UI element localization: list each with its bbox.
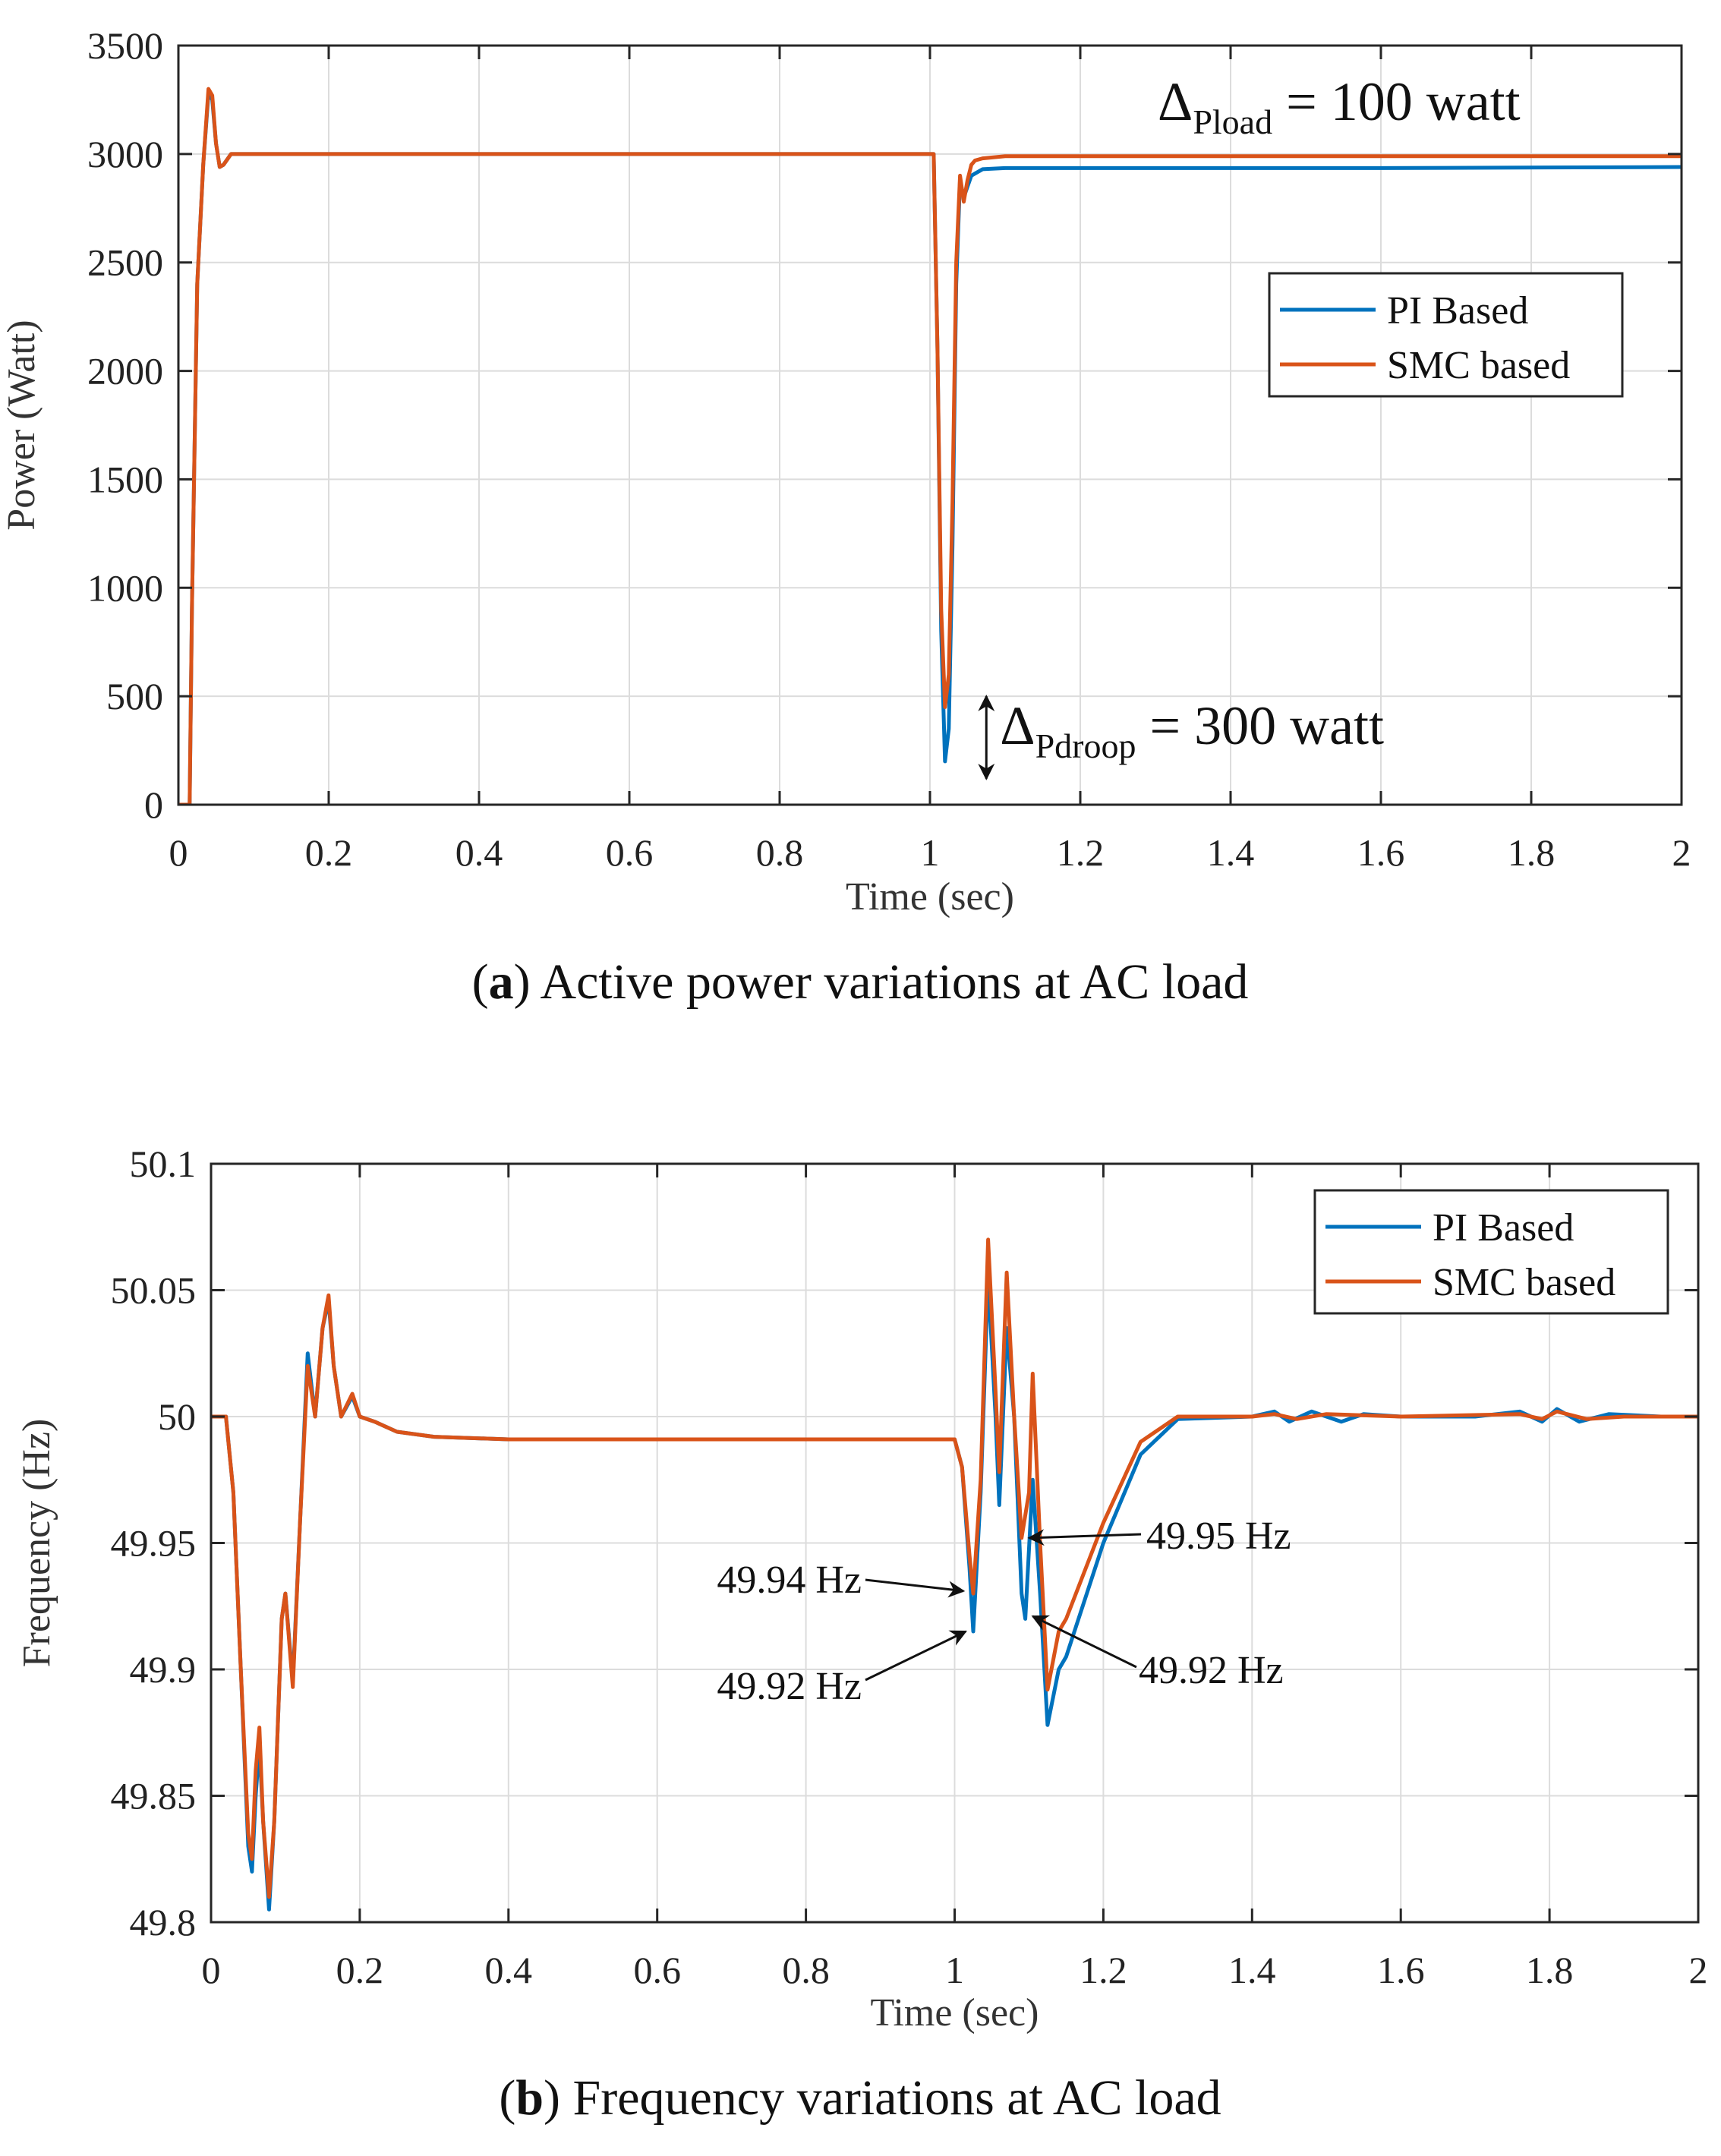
- x-tick-label: 1.2: [1057, 831, 1105, 874]
- panel-a-power-chart: 0 0.2 0.4 0.6 0.8 1 1.2 1.4 1.6 1.8 2 0 500 1000 1500 2…: [0, 24, 1691, 1010]
- x-tick-label: 1.4: [1207, 831, 1255, 874]
- x-tick-label: 0.8: [756, 831, 804, 874]
- x-tick-label: 1.6: [1357, 831, 1405, 874]
- annotation-value: = 100 watt: [1272, 71, 1521, 132]
- legend-box: [1313, 1189, 1669, 1315]
- x-tick-label: 2: [1672, 831, 1691, 874]
- x-tick-label: 2: [1689, 1949, 1708, 1991]
- caption-letter: b: [515, 2070, 544, 2126]
- y-axis-label: Frequency (Hz): [15, 1419, 58, 1668]
- figure-caption: (b) Frequency variations at AC load: [499, 2070, 1221, 2126]
- x-tick-label: 0.6: [606, 831, 654, 874]
- legend-entry-label: SMC based: [1433, 1261, 1615, 1304]
- x-tick-label: 0.4: [455, 831, 503, 874]
- series-line-smc-based: [211, 1237, 1698, 1899]
- x-tick-label: 1: [945, 1949, 964, 1991]
- annotation-label: 49.94 Hz: [717, 1559, 862, 1602]
- y-tick-label: 3500: [87, 24, 163, 67]
- y-tick-label: 49.85: [111, 1775, 197, 1817]
- caption-letter: a: [489, 954, 514, 1010]
- legend: PI Based SMC based: [1268, 272, 1624, 398]
- annotation-label: 49.95 Hz: [1146, 1515, 1291, 1558]
- series-line-smc-based: [178, 87, 1682, 805]
- subscript: Pload: [1193, 102, 1272, 141]
- y-tick-label: 49.95: [111, 1522, 197, 1565]
- annotation-arrow: [1027, 1529, 1142, 1546]
- annotation-label: 49.92 Hz: [1139, 1649, 1284, 1692]
- x-axis-label: Time (sec): [871, 1991, 1039, 2035]
- y-tick-label: 50.1: [130, 1143, 197, 1185]
- x-tick-label: 1.8: [1508, 831, 1556, 874]
- x-tick-label: 0.8: [782, 1949, 830, 1991]
- x-tick-label: 0.2: [336, 1949, 384, 1991]
- y-tick-label: 2000: [87, 350, 163, 392]
- panel-b-frequency-chart: 0 0.2 0.4 0.6 0.8 1 1.2 1.4 1.6 1.8 2 49.8 49.85 49.9…: [15, 1143, 1708, 2126]
- y-tick-label: 0: [144, 783, 163, 826]
- y-tick-label: 49.8: [130, 1901, 197, 1943]
- x-tick-label: 0.4: [485, 1949, 533, 1991]
- legend-entry-label: PI Based: [1433, 1206, 1574, 1250]
- annotation-arrow: [865, 1578, 966, 1598]
- y-tick-label: 1000: [87, 566, 163, 609]
- annotation-arrow: [865, 1630, 968, 1682]
- x-tick-label: 1.4: [1228, 1949, 1276, 1991]
- legend-box: [1268, 272, 1624, 398]
- x-tick-label: 0.2: [305, 831, 353, 874]
- x-tick-label: 1.2: [1080, 1949, 1127, 1991]
- legend: PI Based SMC based: [1313, 1189, 1669, 1315]
- figure-caption: (a) Active power variations at AC load: [472, 954, 1249, 1010]
- subscript: Pdroop: [1035, 727, 1136, 765]
- delta-symbol: Δ: [1158, 71, 1193, 132]
- x-tick-label: 0.6: [633, 1949, 681, 1991]
- annotation-value: = 300 watt: [1136, 695, 1384, 756]
- legend-entry-label: PI Based: [1387, 289, 1528, 333]
- legend-entry-label: SMC based: [1387, 344, 1570, 387]
- y-tick-label: 2500: [87, 241, 163, 284]
- annotation-pdroop: ΔPdroop = 300 watt: [1000, 695, 1384, 765]
- annotation-label: 49.92 Hz: [717, 1665, 862, 1708]
- y-tick-label: 50: [158, 1395, 196, 1438]
- y-tick-label: 3000: [87, 133, 163, 175]
- y-tick-label: 1500: [87, 458, 163, 500]
- y-tick-label: 50.05: [111, 1269, 197, 1312]
- x-tick-label: 0: [169, 831, 188, 874]
- annotation-pload: ΔPload = 100 watt: [1158, 71, 1521, 141]
- y-tick-label: 49.9: [130, 1648, 197, 1691]
- caption-open: (: [472, 954, 489, 1010]
- x-tick-label: 0: [202, 1949, 221, 1991]
- annotation-arrow: [1031, 1615, 1137, 1669]
- x-tick-label: 1.6: [1377, 1949, 1425, 1991]
- x-tick-label: 1: [921, 831, 940, 874]
- caption-open: (: [499, 2070, 515, 2126]
- caption-text: ) Frequency variations at AC load: [544, 2070, 1221, 2126]
- y-axis-label: Power (Watt): [0, 320, 43, 530]
- caption-text: ) Active power variations at AC load: [514, 954, 1249, 1010]
- delta-symbol: Δ: [1000, 695, 1035, 756]
- y-tick-label: 500: [106, 675, 163, 717]
- x-tick-label: 1.8: [1526, 1949, 1574, 1991]
- x-axis-label: Time (sec): [846, 875, 1014, 919]
